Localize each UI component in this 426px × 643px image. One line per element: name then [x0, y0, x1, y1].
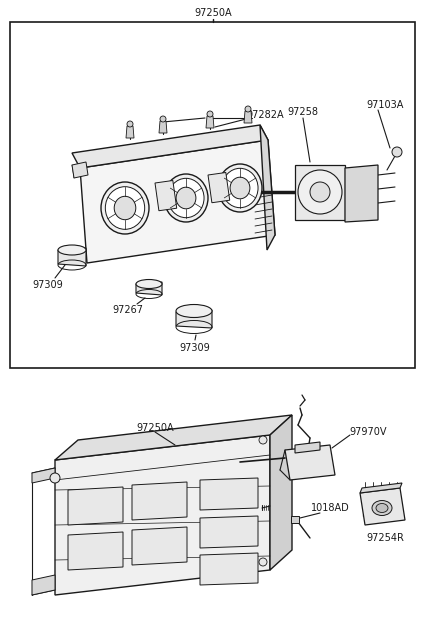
Circle shape [310, 182, 330, 202]
Ellipse shape [114, 196, 136, 220]
Ellipse shape [105, 186, 145, 230]
Circle shape [127, 121, 133, 127]
Text: 97250A: 97250A [136, 423, 174, 433]
Polygon shape [295, 442, 320, 453]
Ellipse shape [58, 245, 86, 255]
Ellipse shape [372, 500, 392, 516]
Polygon shape [58, 248, 86, 266]
Polygon shape [10, 22, 415, 368]
Circle shape [259, 436, 267, 444]
Polygon shape [72, 162, 88, 178]
Polygon shape [176, 310, 212, 328]
Text: 97309: 97309 [33, 280, 63, 290]
Text: 97250A: 97250A [194, 8, 232, 18]
Circle shape [392, 147, 402, 157]
Polygon shape [260, 125, 275, 250]
Text: 97970V: 97970V [349, 427, 387, 437]
Ellipse shape [176, 187, 196, 209]
Ellipse shape [218, 164, 262, 212]
Polygon shape [68, 532, 123, 570]
Circle shape [50, 473, 60, 483]
Polygon shape [159, 121, 167, 133]
Polygon shape [270, 415, 292, 570]
Text: 97103A: 97103A [366, 100, 404, 110]
Text: 97254R: 97254R [366, 533, 404, 543]
Ellipse shape [176, 305, 212, 318]
Polygon shape [126, 126, 134, 138]
Polygon shape [80, 140, 275, 263]
Polygon shape [32, 575, 55, 595]
Text: 1018AD: 1018AD [311, 503, 349, 513]
Ellipse shape [168, 178, 204, 218]
Polygon shape [32, 468, 55, 483]
Polygon shape [244, 111, 252, 123]
Polygon shape [200, 553, 258, 585]
Ellipse shape [164, 174, 208, 222]
Polygon shape [200, 516, 258, 548]
Bar [155, 181, 177, 211]
Polygon shape [291, 516, 299, 523]
Circle shape [259, 558, 267, 566]
Text: 97282A: 97282A [246, 110, 284, 120]
Polygon shape [285, 445, 335, 480]
Polygon shape [132, 482, 187, 520]
Ellipse shape [222, 168, 258, 208]
Polygon shape [360, 483, 402, 493]
Polygon shape [200, 478, 258, 510]
Polygon shape [68, 487, 123, 525]
Polygon shape [345, 165, 378, 222]
Circle shape [245, 106, 251, 112]
Ellipse shape [376, 503, 388, 512]
Text: 97309: 97309 [180, 343, 210, 353]
Polygon shape [360, 488, 405, 525]
Ellipse shape [230, 177, 250, 199]
Polygon shape [295, 165, 345, 220]
Polygon shape [55, 415, 292, 460]
Polygon shape [206, 116, 214, 128]
Polygon shape [72, 125, 268, 168]
Ellipse shape [101, 182, 149, 234]
Circle shape [298, 170, 342, 214]
Circle shape [207, 111, 213, 117]
Circle shape [160, 116, 166, 122]
Polygon shape [55, 435, 270, 595]
Ellipse shape [136, 280, 162, 289]
Polygon shape [136, 282, 162, 295]
Bar [208, 172, 230, 203]
Text: 97258: 97258 [288, 107, 319, 117]
Text: 97267: 97267 [112, 305, 144, 315]
Polygon shape [132, 527, 187, 565]
